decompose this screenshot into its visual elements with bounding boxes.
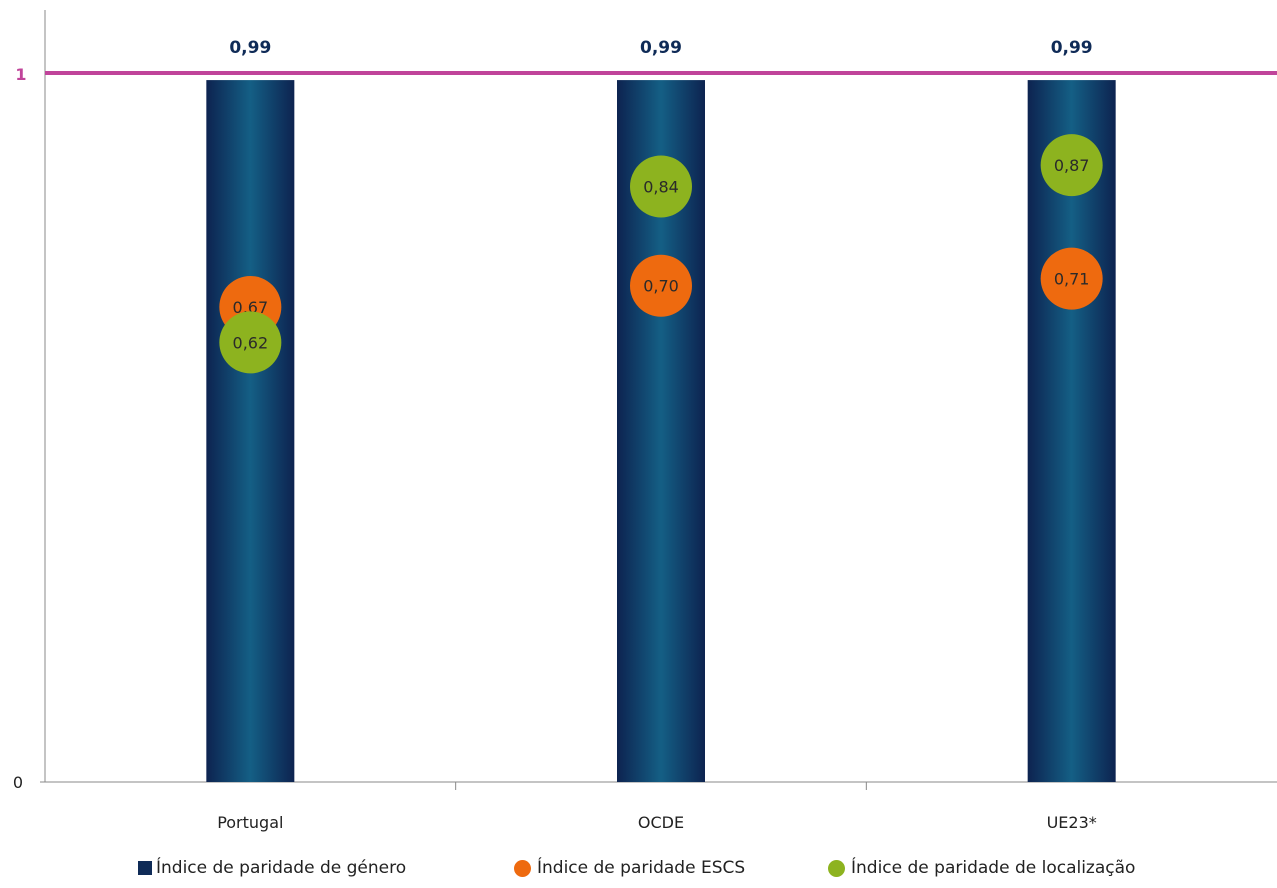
y-tick-label: 0 (13, 773, 23, 792)
bar (1027, 80, 1116, 783)
bar-data-label: 0,99 (640, 38, 682, 58)
bar-data-label: 0,99 (229, 38, 271, 58)
bar-data-label: 0,99 (1051, 38, 1093, 58)
chart-svg: 0 Portugal OCDE UE23* 1 0,67 0,70 0,71 0,62 0,8… (13, 10, 1277, 832)
marker-escs (630, 254, 692, 317)
marker-label-localizacao: 0,84 (643, 177, 679, 196)
marker-localizacao (219, 311, 282, 374)
marker-escs (1040, 247, 1103, 310)
legend-label-escs: Índice de paridade ESCS (537, 858, 746, 878)
marker-label-localizacao: 0,87 (1054, 156, 1090, 175)
legend-item-genero: Índice de paridade de género (138, 858, 406, 878)
legend-label-localizacao: Índice de paridade de localização (851, 858, 1136, 878)
marker-label-escs: 0,70 (643, 277, 679, 296)
legend-swatch-localizacao (828, 859, 845, 877)
legend-label-genero: Índice de paridade de género (156, 858, 407, 878)
bar (206, 80, 295, 783)
legend: Índice de paridade de género Índice de p… (0, 858, 1277, 888)
marker-localizacao (1040, 134, 1103, 197)
marker-label-localizacao: 0,62 (233, 333, 269, 352)
markers-layer: 0,67 0,70 0,71 0,62 0,84 0,87 (219, 134, 1103, 374)
marker-label-escs: 0,71 (1054, 270, 1090, 289)
legend-item-localizacao: Índice de paridade de localização (828, 858, 1135, 878)
marker-localizacao (630, 155, 692, 218)
legend-item-escs: Índice de paridade ESCS (514, 858, 745, 878)
legend-swatch-genero (138, 861, 152, 875)
x-tick-label: UE23* (1047, 813, 1097, 832)
labels-layer: 0,99 0,99 0,99 (229, 38, 1092, 58)
marker-label-escs: 0,67 (233, 298, 269, 317)
reference-line-layer: 1 (15, 65, 1277, 84)
bars-layer (206, 80, 1116, 783)
x-tick-label: OCDE (638, 813, 684, 832)
legend-swatch-escs (514, 859, 531, 877)
reference-line-label: 1 (15, 65, 26, 84)
x-tick-label: Portugal (217, 813, 283, 832)
